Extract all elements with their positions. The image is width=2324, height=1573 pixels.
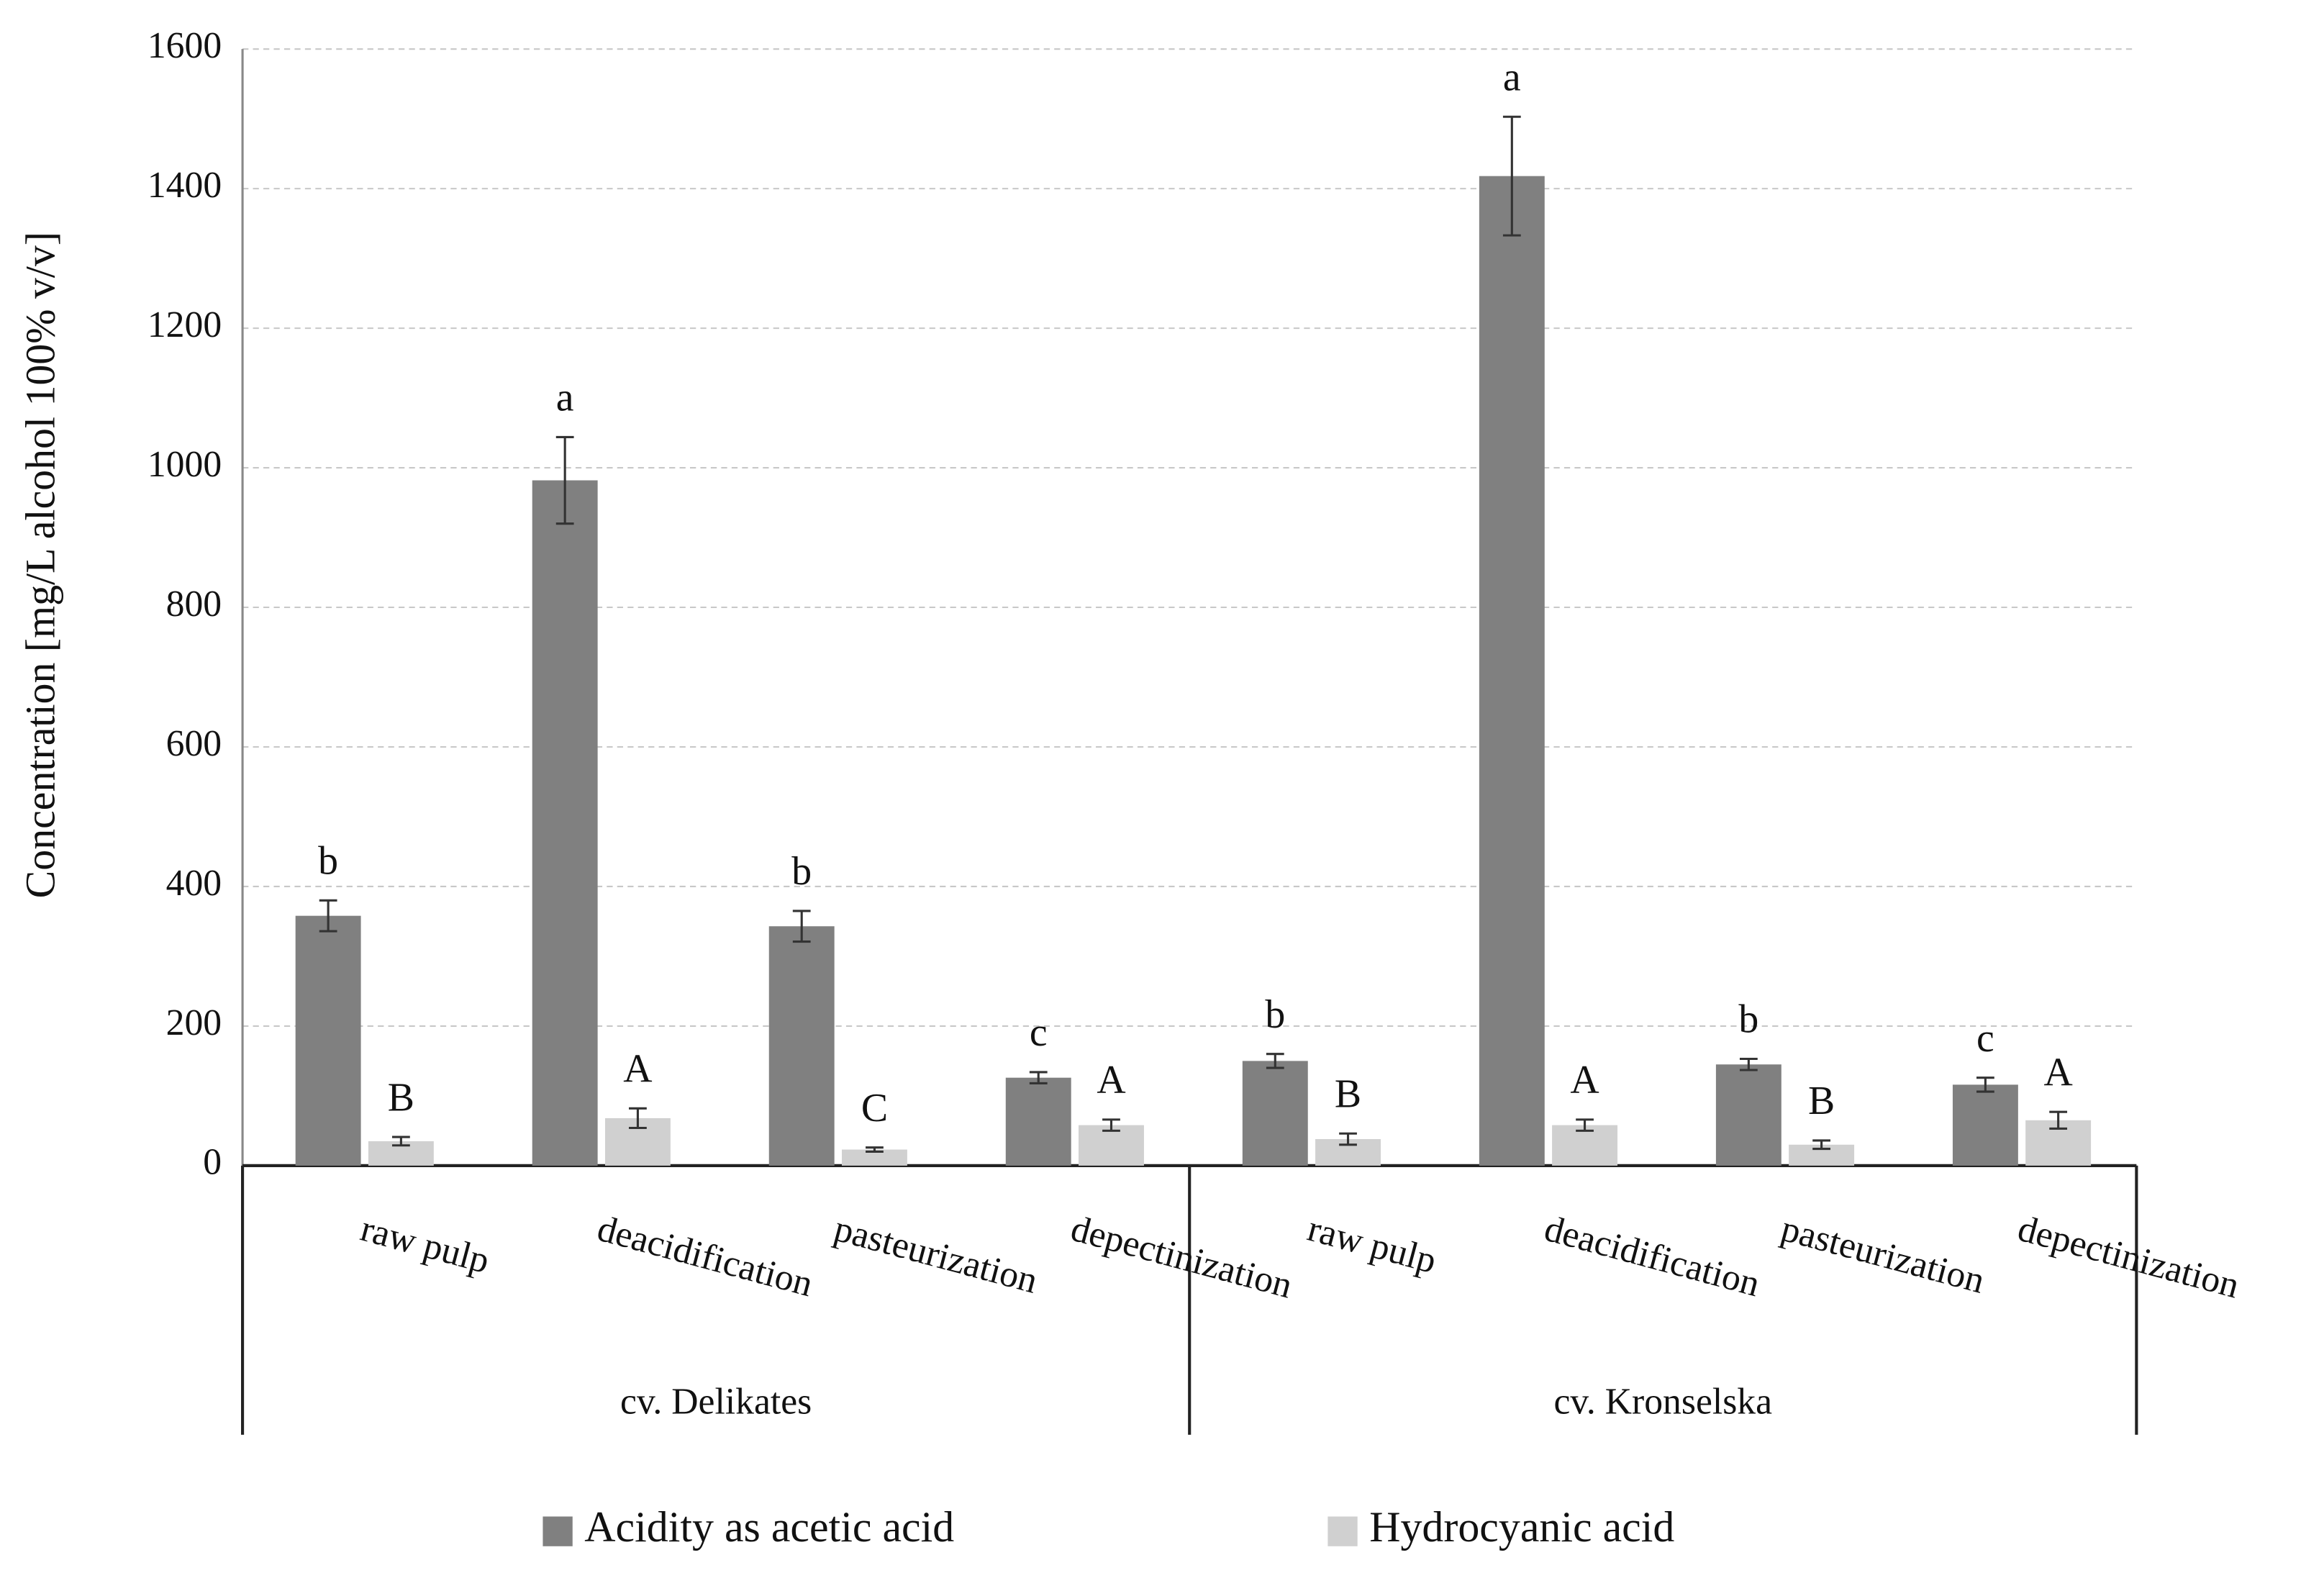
error-bar [319,899,337,933]
error-bar [866,1146,884,1153]
significance-letter: b [318,839,338,884]
error-bar [391,1135,410,1147]
x-tick-label: deacidification [593,1208,817,1305]
bar [768,926,835,1166]
significance-letter: B [1335,1071,1361,1116]
error-bar [1576,1118,1594,1132]
significance-letter: A [623,1047,652,1092]
x-tick-label: raw pulp [356,1208,494,1282]
legend-swatch [1327,1516,1358,1546]
significance-letter: A [2043,1050,2072,1094]
y-tick-label: 200 [166,1002,222,1043]
significance-letter: A [1097,1058,1125,1102]
y-tick-label: 400 [166,863,222,904]
significance-letter: A [1570,1058,1599,1102]
error-bar [1502,115,1521,237]
y-tick-label: 1400 [147,165,222,206]
legend-label: Acidity as acetic acid [584,1503,954,1551]
y-tick-label: 800 [166,584,222,625]
significance-letter: c [1976,1016,1994,1061]
error-bar [555,435,574,525]
bar [1552,1125,1618,1166]
bar [842,1149,907,1166]
error-bar [2049,1110,2068,1130]
bar [1952,1084,2018,1166]
bar [295,915,361,1166]
x-tick-label: pasteurization [830,1208,1042,1302]
x-tick-label: raw pulp [1304,1208,1441,1282]
y-tick-label: 1200 [147,304,222,345]
error-bar [1266,1053,1284,1069]
y-tick-label: 1000 [147,444,222,485]
significance-letter: B [1808,1079,1835,1123]
significance-letter: a [556,376,574,420]
error-bar [1976,1076,1994,1093]
x-tick-label: deacidification [1540,1208,1764,1305]
legend-label: Hydrocyanic acid [1369,1503,1674,1551]
error-bar [792,910,811,943]
significance-letter: b [1265,992,1285,1037]
significance-letter: b [791,849,812,894]
significance-letter: B [388,1075,414,1120]
bar [1242,1061,1308,1166]
significance-letter: c [1030,1010,1048,1055]
y-tick-label: 0 [203,1142,222,1183]
bar [532,480,598,1166]
x-tick-label: pasteurization [1777,1208,1989,1302]
significance-letter: C [861,1086,888,1130]
error-bar [629,1107,647,1130]
group-label: cv. Kronselska [1554,1381,1773,1422]
error-bar [1812,1139,1831,1151]
x-tick-label: depectinization [2014,1208,2244,1307]
significance-letter: a [1503,55,1521,99]
y-axis-title: Concentration [mg/L alcohol 100% v/v] [17,232,64,898]
error-bar [1339,1132,1357,1146]
y-tick-label: 600 [166,723,222,764]
bar [1005,1077,1071,1166]
legend-swatch [543,1516,573,1546]
y-tick-label: 1600 [147,25,222,66]
bar [1715,1064,1781,1166]
bar [1079,1125,1144,1166]
error-bar [1029,1071,1048,1084]
error-bar [1102,1118,1120,1132]
error-bar [1739,1057,1758,1071]
significance-letter: b [1738,997,1758,1042]
x-tick-label: depectinization [1067,1208,1297,1307]
bar [1479,176,1545,1166]
group-label: cv. Delikates [620,1381,812,1422]
